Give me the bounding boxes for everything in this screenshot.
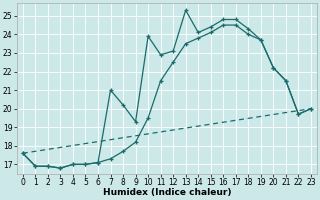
X-axis label: Humidex (Indice chaleur): Humidex (Indice chaleur) (103, 188, 231, 197)
